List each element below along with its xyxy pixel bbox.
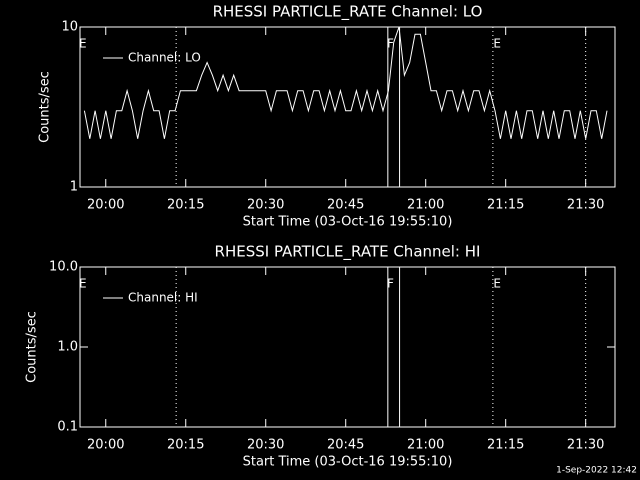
x-tick-label: 20:00 [87, 198, 124, 213]
x-tick-label: 20:45 [327, 438, 364, 453]
y-tick-label: 10 [61, 20, 78, 35]
legend-label: Channel: LO [128, 51, 201, 65]
chart-title: RHESSI PARTICLE_RATE Channel: LO [213, 3, 483, 22]
chart-title: RHESSI PARTICLE_RATE Channel: HI [215, 243, 481, 262]
flag-label: E [79, 37, 87, 51]
y-tick-label: 0.1 [57, 420, 78, 435]
y-tick-label: 10.0 [49, 260, 78, 275]
legend-label: Channel: HI [128, 291, 198, 305]
flag-label: F [387, 277, 394, 291]
x-tick-label: 21:15 [487, 438, 524, 453]
x-tick-label: 21:00 [407, 438, 444, 453]
flag-label: E [493, 37, 501, 51]
x-tick-label: 20:15 [167, 438, 204, 453]
x-axis-label: Start Time (03-Oct-16 19:55:10) [243, 215, 453, 230]
x-tick-label: 20:30 [247, 438, 284, 453]
flag-label: E [79, 277, 87, 291]
y-tick-label: 1 [70, 180, 78, 195]
plot-frame [79, 26, 616, 188]
data-line [83, 26, 608, 139]
x-tick-label: 20:00 [87, 438, 124, 453]
y-tick-label: 1.0 [57, 340, 78, 355]
x-tick-label: 20:15 [167, 198, 204, 213]
x-tick-label: 21:30 [567, 438, 604, 453]
x-tick-label: 21:15 [487, 198, 524, 213]
footer: 1-Sep-2022 12:42 [556, 466, 637, 476]
y-axis-label: Counts/sec [25, 311, 40, 383]
x-tick-label: 21:30 [567, 198, 604, 213]
y-axis-label: Counts/sec [38, 71, 53, 143]
x-tick-label: 20:30 [247, 198, 284, 213]
flag-label: F [387, 37, 394, 51]
x-axis-label: Start Time (03-Oct-16 19:55:10) [243, 455, 453, 470]
x-tick-label: 20:45 [327, 198, 364, 213]
x-tick-label: 21:00 [407, 198, 444, 213]
flag-label: E [493, 277, 501, 291]
